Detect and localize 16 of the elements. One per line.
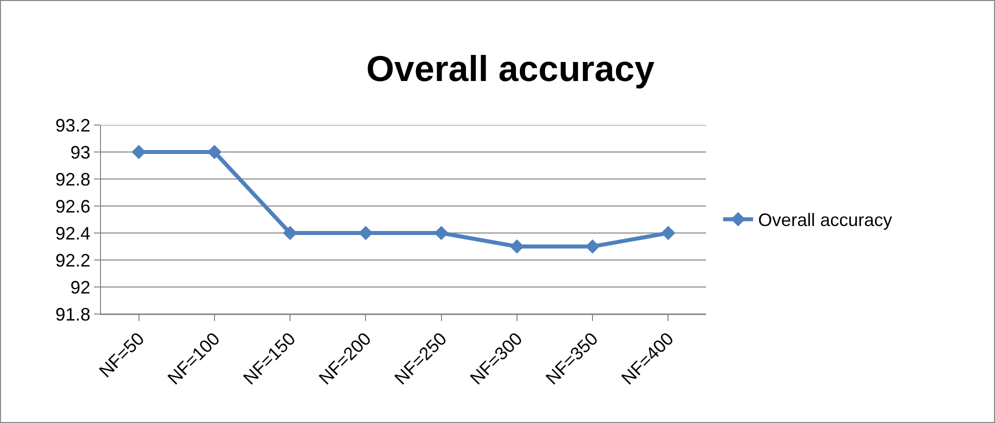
y-tick-label: 92	[70, 277, 90, 298]
point	[282, 226, 298, 240]
y-tick-label: 91.8	[55, 304, 90, 324]
point	[132, 144, 146, 160]
point	[207, 144, 222, 160]
y-tick-label: 93.2	[55, 115, 90, 136]
chart-title: Overall accuracy	[366, 48, 655, 89]
legend-label: Overall accuracy	[758, 210, 892, 230]
y-tick-label: 93	[70, 142, 90, 162]
y-tick-label: 92.6	[55, 196, 90, 216]
point	[358, 226, 373, 240]
y-tick-label: 92.8	[55, 169, 90, 190]
y-tick-label: 92.2	[55, 250, 90, 270]
point	[434, 226, 448, 240]
y-tick-label: 92.4	[55, 223, 90, 244]
point	[661, 226, 676, 240]
